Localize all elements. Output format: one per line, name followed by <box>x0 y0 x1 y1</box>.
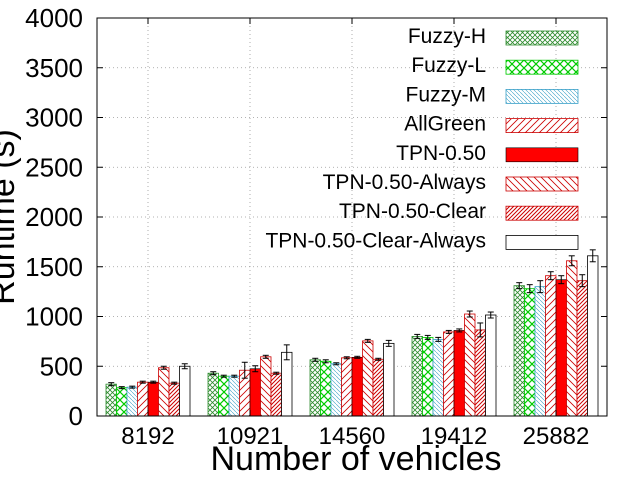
bar-tpn-0-50-clear-always-19412 <box>485 314 497 417</box>
y-tick-label: 1500 <box>25 252 83 282</box>
legend-label: Fuzzy-H <box>408 25 486 48</box>
bar-fuzzy-m-19412 <box>432 338 444 417</box>
bars <box>105 249 599 417</box>
y-tick-label: 4000 <box>25 3 83 33</box>
bar-allgreen-19412 <box>443 331 455 417</box>
y-tick-label: 3000 <box>25 103 83 133</box>
legend-label: TPN-0.50-Clear-Always <box>265 229 486 252</box>
bar-fuzzy-m-14560 <box>330 363 342 417</box>
bar-fuzzy-h-14560 <box>309 359 321 417</box>
bar-tpn-0-50-always-10921 <box>260 356 272 417</box>
bar-tpn-0-50-clear-19412 <box>474 329 486 417</box>
legend-swatch <box>505 89 579 104</box>
bar-tpn-0-50-10921 <box>249 368 261 417</box>
y-tick-label: 500 <box>40 351 83 381</box>
bar-tpn-0-50-always-25882 <box>566 260 578 417</box>
bar-allgreen-8192 <box>137 381 149 417</box>
bar-tpn-0-50-clear-always-14560 <box>383 342 395 417</box>
x-tick-label: 25882 <box>523 423 590 450</box>
legend-swatch <box>505 234 579 250</box>
bar-tpn-0-50-clear-always-8192 <box>179 365 191 417</box>
bar-fuzzy-l-8192 <box>116 387 128 417</box>
x-tick-label: 19412 <box>421 423 488 450</box>
legend-label: Fuzzy-L <box>411 54 486 77</box>
legend-label: TPN-0.50-Always <box>323 171 486 194</box>
legend-label: AllGreen <box>404 113 486 136</box>
bar-tpn-0-50-25882 <box>555 279 567 417</box>
legend-swatch <box>505 30 579 46</box>
x-tick-label: 14560 <box>319 423 386 450</box>
bar-tpn-0-50-clear-8192 <box>168 382 180 417</box>
legend-swatch <box>505 118 579 133</box>
bar-tpn-0-50-clear-10921 <box>270 372 282 417</box>
ticks <box>97 17 607 417</box>
bar-fuzzy-m-25882 <box>534 286 546 417</box>
tick-labels: 0 500 1000 1500 2000 2500 3000 3500 4000 8192 1092… <box>25 3 589 450</box>
y-tick-label: 0 <box>69 401 83 431</box>
legend: Fuzzy-H Fuzzy-L Fuzzy-M AllGreen TPN-0.50 TPN… <box>265 25 579 252</box>
legend-swatch <box>505 176 579 192</box>
y-tick-label: 2000 <box>25 202 83 232</box>
bar-fuzzy-h-10921 <box>207 372 219 417</box>
y-axis-title: Runtime (s) <box>0 129 22 305</box>
bar-tpn-0-50-always-19412 <box>464 313 476 417</box>
bar-tpn-0-50-clear-always-25882 <box>587 255 599 417</box>
bar-fuzzy-m-10921 <box>228 375 240 417</box>
legend-label: TPN-0.50 <box>396 142 486 165</box>
legend-label: TPN-0.50-Clear <box>339 200 486 223</box>
bar-fuzzy-m-8192 <box>126 386 138 417</box>
bar-fuzzy-l-14560 <box>320 360 332 417</box>
bar-fuzzy-l-10921 <box>218 375 230 417</box>
bar-tpn-0-50-clear-14560 <box>372 358 384 417</box>
legend-swatch <box>505 59 579 75</box>
bar-tpn-0-50-8192 <box>147 381 159 417</box>
bar-tpn-0-50-clear-always-10921 <box>281 351 293 417</box>
x-tick-label: 8192 <box>121 423 174 450</box>
y-tick-label: 3500 <box>25 53 83 83</box>
bar-allgreen-25882 <box>545 275 557 417</box>
bar-tpn-0-50-19412 <box>453 330 465 417</box>
y-tick-label: 2500 <box>25 152 83 182</box>
bar-fuzzy-l-19412 <box>422 336 434 417</box>
bar-fuzzy-l-25882 <box>524 288 536 417</box>
y-tick-label: 1000 <box>25 302 83 332</box>
legend-label: Fuzzy-M <box>406 83 487 106</box>
x-axis-title: Number of vehicles <box>210 440 501 478</box>
bar-allgreen-14560 <box>341 357 353 417</box>
x-tick-label: 10921 <box>217 423 284 450</box>
bar-fuzzy-h-25882 <box>513 285 525 417</box>
legend-swatch <box>505 205 579 221</box>
legend-swatch <box>505 147 579 163</box>
bar-tpn-0-50-always-8192 <box>158 367 170 417</box>
bar-tpn-0-50-always-14560 <box>362 340 374 417</box>
bar-fuzzy-h-19412 <box>411 335 423 417</box>
bar-fuzzy-h-8192 <box>105 383 117 417</box>
bar-tpn-0-50-14560 <box>351 356 363 417</box>
bar-tpn-0-50-clear-25882 <box>576 280 588 417</box>
